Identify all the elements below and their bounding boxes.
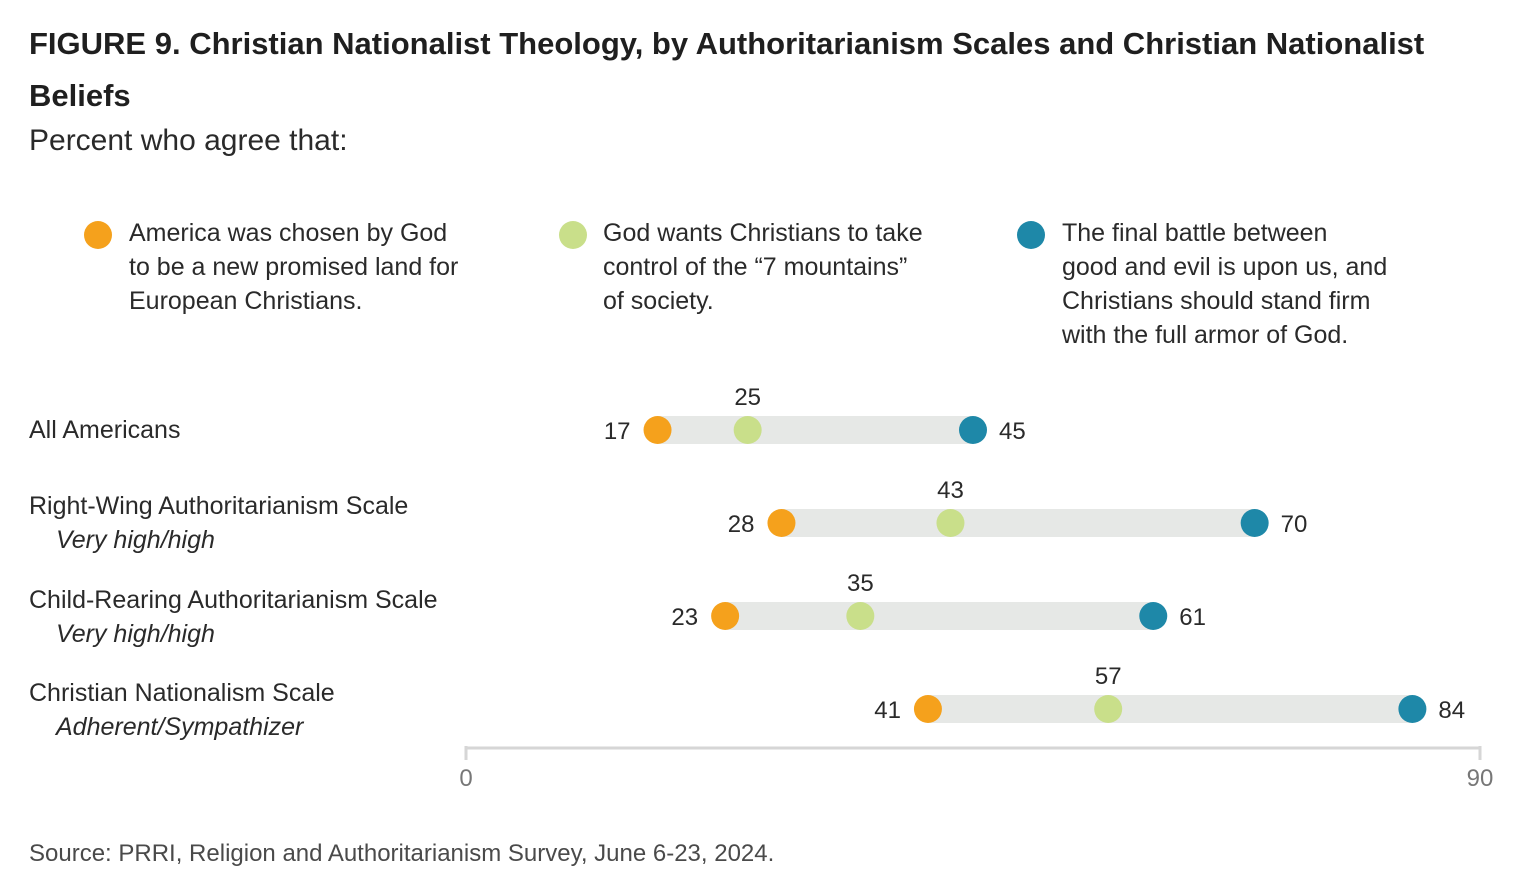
data-point [846,602,875,630]
range-track [725,602,1154,630]
x-axis: 0 90 [459,746,1493,792]
x-tick-label: 90 [1467,765,1494,792]
legend-item-promised-land: America was chosen by God to be a new pr… [129,216,458,318]
chart-subtitle: Percent who agree that: [29,124,348,157]
legend-line: America was chosen by God [129,219,448,247]
data-point [913,695,942,723]
row-sublabel-child-rearing: Very high/high [56,620,215,648]
legend-line: good and evil is upon us, and [1062,253,1388,281]
data-point [711,602,740,630]
range-track [927,695,1413,723]
legend-line: God wants Christians to take [603,219,923,247]
legend-line: control of the “7 mountains” [603,253,908,281]
legend-dot-teal [1017,221,1045,249]
row-sublabel-right-wing: Very high/high [56,526,215,554]
legend-line: The final battle between [1062,219,1328,247]
data-point [733,416,762,444]
data-point [1094,695,1123,723]
legend-line: European Christians. [129,287,363,315]
legend-line: Christians should stand firm [1062,287,1371,315]
legend-line: to be a new promised land for [129,253,459,281]
data-label: 57 [1095,663,1122,690]
legend-dot-orange [84,221,112,249]
data-point [936,509,965,537]
row-label-child-rearing: Child-Rearing Authoritarianism Scale [29,586,438,614]
data-label: 17 [604,418,631,445]
legend-dot-lightgreen [559,221,587,249]
data-label: 41 [874,697,901,724]
data-point [767,509,796,537]
row-sublabel-christian-nationalism: Adherent/Sympathizer [56,713,304,741]
value-label-layer: 17 25 45 28 43 70 23 35 61 41 57 84 [604,384,1465,724]
data-point [643,416,672,444]
range-track [657,416,973,444]
data-label: 84 [1438,697,1465,724]
data-point [959,416,987,444]
dot-layer [643,416,1427,723]
row-label-christian-nationalism: Christian Nationalism Scale [29,679,335,707]
row-label-all-americans: All Americans [29,416,181,444]
data-label: 25 [734,384,761,411]
data-label: 28 [728,511,755,538]
x-tick-label: 0 [459,765,472,792]
data-point [1139,602,1168,630]
legend-item-seven-mountains: God wants Christians to take control of … [603,216,923,318]
data-label: 70 [1281,511,1308,538]
range-track [781,509,1255,537]
source-note: Source: PRRI, Religion and Authoritarian… [29,840,775,867]
data-label: 45 [999,418,1026,445]
data-point [1240,509,1269,537]
chart-title: FIGURE 9. Christian Nationalist Theology… [29,26,1425,113]
legend-line: of society. [603,287,714,315]
row-label-right-wing: Right-Wing Authoritarianism Scale [29,492,409,520]
data-point [1398,695,1427,723]
track-layer [657,416,1413,723]
data-label: 35 [847,570,874,597]
legend-line: with the full armor of God. [1062,321,1349,349]
legend-item-final-battle: The final battle between good and evil i… [1062,216,1387,352]
data-label: 61 [1179,604,1206,631]
data-label: 43 [937,477,964,504]
data-label: 23 [671,604,698,631]
